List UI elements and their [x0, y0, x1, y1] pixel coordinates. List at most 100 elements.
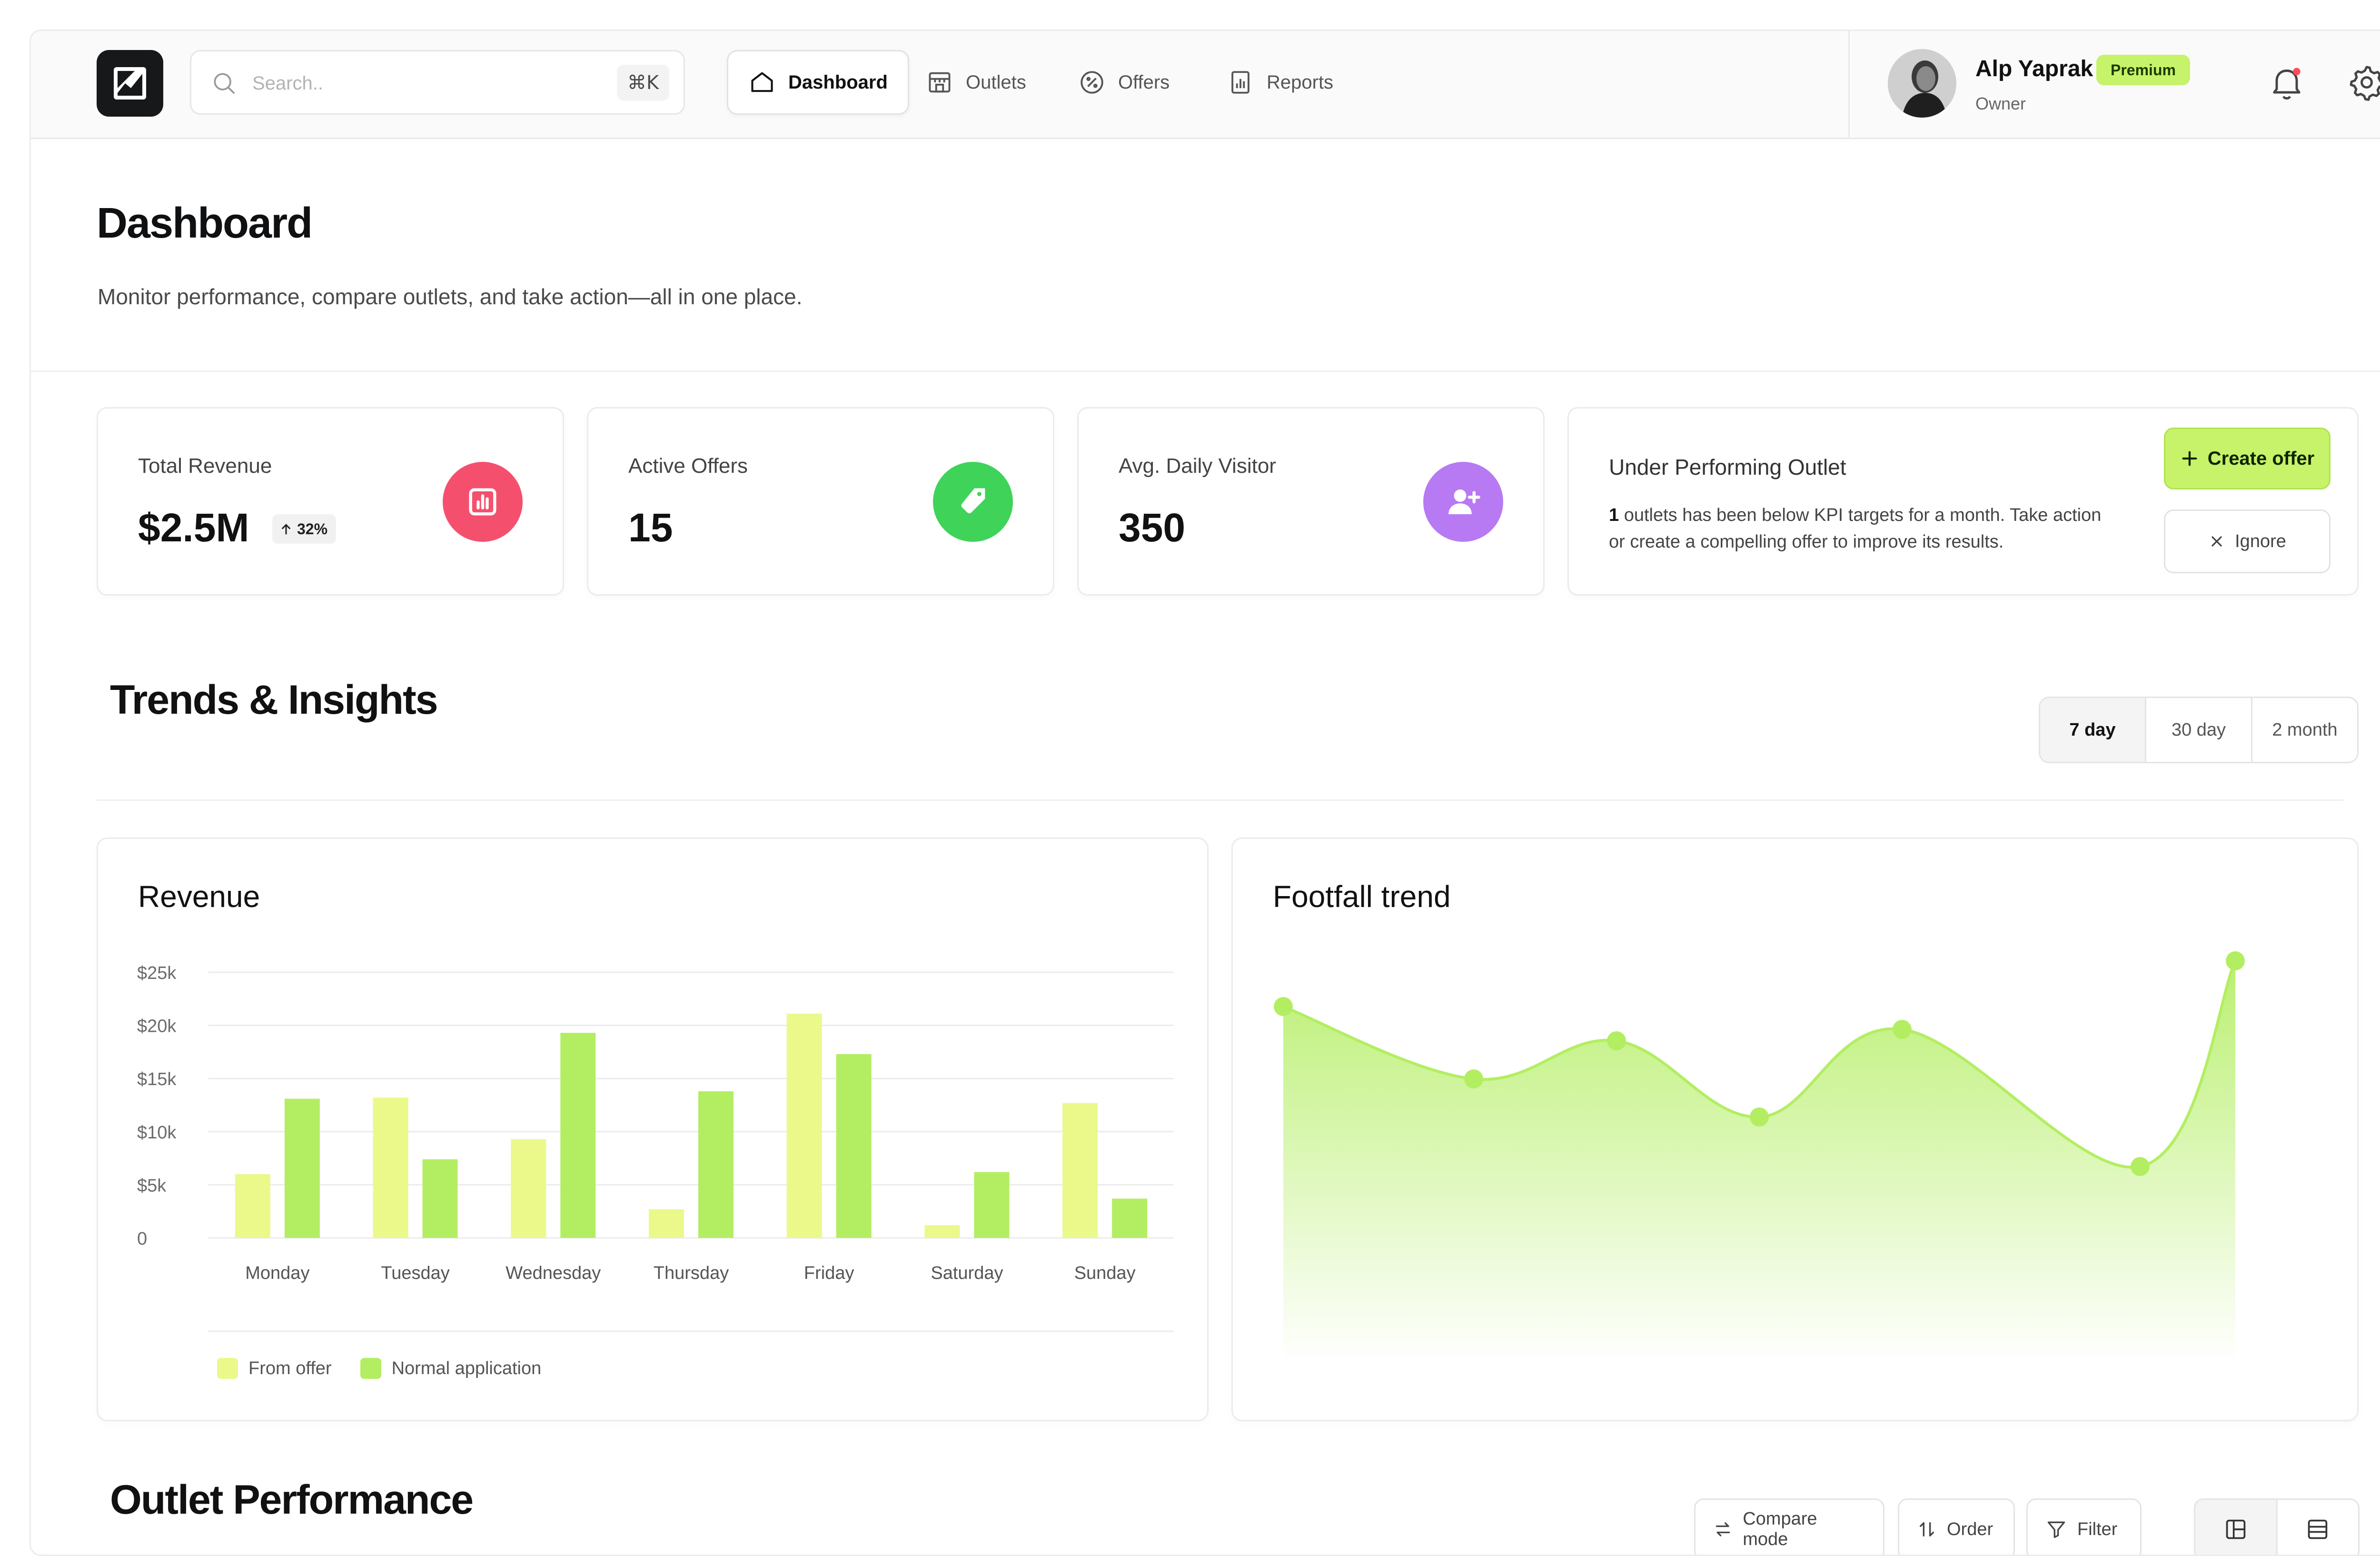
bar-normal-application-friday[interactable]: [836, 1054, 872, 1238]
bar-from-offer-thursday[interactable]: [649, 1209, 684, 1238]
search-shortcut: ⌘K: [617, 65, 669, 101]
nav-dashboard[interactable]: Dashboard: [727, 50, 909, 115]
kpi-icon-circle: [1423, 462, 1503, 542]
footfall-point-6[interactable]: [2131, 1157, 2150, 1176]
tool-label: Filter: [2077, 1519, 2118, 1539]
footfall-point-2[interactable]: [1464, 1069, 1483, 1088]
outlet-performance-title: Outlet Performance: [110, 1477, 474, 1523]
delta-badge: 32%: [272, 514, 337, 544]
y-tick-label: $20k: [137, 1017, 177, 1037]
footfall-point-1[interactable]: [1274, 997, 1293, 1016]
bar-from-offer-monday[interactable]: [235, 1174, 270, 1238]
nav-label: Outlets: [966, 71, 1026, 93]
x-tick-label: Friday: [804, 1263, 854, 1283]
kpi-value: 350: [1119, 505, 1186, 550]
report-icon: [1231, 71, 1250, 94]
percent-badge-icon: [1081, 71, 1103, 94]
grid-view-button[interactable]: [2195, 1500, 2276, 1555]
notifications-button[interactable]: [2267, 62, 2307, 105]
list-view-button[interactable]: [2276, 1500, 2359, 1555]
nav-reports[interactable]: Reports: [1207, 50, 1353, 115]
x-tick-label: Thursday: [654, 1263, 729, 1283]
alert-title: Under Performing Outlet: [1609, 455, 1846, 479]
arrow-up-icon: [282, 524, 290, 535]
revenue-chart-card: Revenue 0 $5k $10k $15k $20k $25k Monday Tuesda…: [97, 838, 1209, 1421]
bar-from-offer-friday[interactable]: [786, 1014, 822, 1238]
bar-normal-application-wednesday[interactable]: [560, 1033, 596, 1238]
list-view-icon: [2308, 1519, 2328, 1539]
page-subtitle: Monitor performance, compare outlets, an…: [98, 284, 803, 309]
range-2-month[interactable]: 2 month: [2251, 698, 2357, 762]
bar-normal-application-sunday[interactable]: [1112, 1198, 1148, 1238]
bar-from-offer-saturday[interactable]: [924, 1225, 960, 1238]
bar-normal-application-saturday[interactable]: [974, 1172, 1010, 1238]
x-tick-label: Saturday: [931, 1263, 1003, 1283]
bell-icon: [2273, 68, 2301, 100]
order-button[interactable]: Order: [1898, 1498, 2015, 1555]
legend-item-normal-application[interactable]: Normal application: [360, 1358, 542, 1379]
kpi-label: Avg. Daily Visitor: [1119, 454, 1276, 478]
bar-normal-application-tuesday[interactable]: [422, 1159, 458, 1238]
filter-icon: [2047, 1521, 2065, 1538]
plus-icon: [2182, 451, 2197, 466]
footfall-point-5[interactable]: [1893, 1020, 1912, 1039]
user-plus-icon: [1448, 489, 1480, 514]
revenue-chart-title: Revenue: [138, 879, 260, 914]
tag-icon: [961, 488, 985, 514]
y-tick-label: $15k: [137, 1069, 177, 1089]
footfall-point-3[interactable]: [1607, 1031, 1626, 1050]
bar-chart-icon: [469, 488, 496, 516]
trends-title: Trends & Insights: [110, 677, 438, 723]
compare-mode-button[interactable]: Compare mode: [1694, 1498, 1884, 1555]
nav-offers[interactable]: Offers: [1058, 50, 1190, 115]
legend-label: Normal application: [391, 1358, 542, 1378]
search-box[interactable]: ⌘K: [190, 50, 685, 115]
bar-normal-application-thursday[interactable]: [698, 1091, 734, 1238]
x-tick-label: Wednesday: [506, 1263, 601, 1283]
kpi-card-total-revenue[interactable]: Total Revenue $2.5M 32%: [97, 407, 564, 596]
store-icon: [929, 72, 951, 93]
bar-normal-application-monday[interactable]: [284, 1098, 320, 1238]
home-icon: [751, 72, 773, 92]
filter-button[interactable]: Filter: [2026, 1498, 2142, 1555]
page-title: Dashboard: [97, 199, 313, 247]
settings-button[interactable]: [2347, 62, 2380, 105]
range-30-day[interactable]: 30 day: [2145, 698, 2251, 762]
page-header: Dashboard Monitor performance, compare o…: [31, 139, 2380, 372]
search-input[interactable]: [251, 66, 586, 101]
view-toggle: [2194, 1498, 2360, 1555]
footfall-point-4[interactable]: [1750, 1107, 1769, 1127]
ignore-button[interactable]: Ignore: [2164, 509, 2330, 573]
sort-icon: [1920, 1522, 1934, 1536]
legend-item-from-offer[interactable]: From offer: [217, 1358, 332, 1379]
footfall-chart-card: Footfall trend: [1231, 838, 2359, 1421]
top-bar: ⌘K Dashboard Outlets Offers Reports: [31, 31, 2380, 139]
app-logo[interactable]: [97, 50, 163, 117]
avatar-image: [1888, 49, 1956, 118]
x-tick-label: Sunday: [1074, 1263, 1136, 1283]
user-name: Alp Yaprak: [1975, 56, 2093, 81]
footfall-area: [1283, 961, 2235, 1363]
app-frame: ⌘K Dashboard Outlets Offers Reports: [30, 30, 2380, 1556]
y-tick-label: $5k: [137, 1176, 167, 1196]
swap-icon: [1716, 1522, 1730, 1536]
avatar[interactable]: [1888, 49, 1956, 118]
footfall-point-7[interactable]: [2226, 951, 2245, 970]
nav-outlets[interactable]: Outlets: [906, 50, 1046, 115]
nav-label: Reports: [1267, 71, 1334, 93]
kpi-card-avg-daily-visitor[interactable]: Avg. Daily Visitor 350: [1077, 407, 1545, 596]
gear-icon: [2350, 66, 2380, 101]
bar-from-offer-wednesday[interactable]: [511, 1139, 546, 1238]
x-tick-label: Monday: [245, 1263, 309, 1283]
range-selector: 7 day 30 day 2 month: [2039, 697, 2359, 763]
create-offer-button[interactable]: Create offer: [2164, 428, 2330, 489]
kpi-icon-circle: [443, 462, 523, 542]
bar-from-offer-sunday[interactable]: [1062, 1103, 1098, 1238]
alert-text-b: or create a compelling offer to improve …: [1609, 532, 2004, 552]
ignore-label: Ignore: [2235, 531, 2286, 551]
range-7-day[interactable]: 7 day: [2040, 698, 2145, 762]
y-tick-label: 0: [137, 1229, 147, 1249]
y-tick-label: $10k: [137, 1123, 177, 1143]
kpi-card-active-offers[interactable]: Active Offers 15: [587, 407, 1054, 596]
bar-from-offer-tuesday[interactable]: [373, 1097, 408, 1238]
